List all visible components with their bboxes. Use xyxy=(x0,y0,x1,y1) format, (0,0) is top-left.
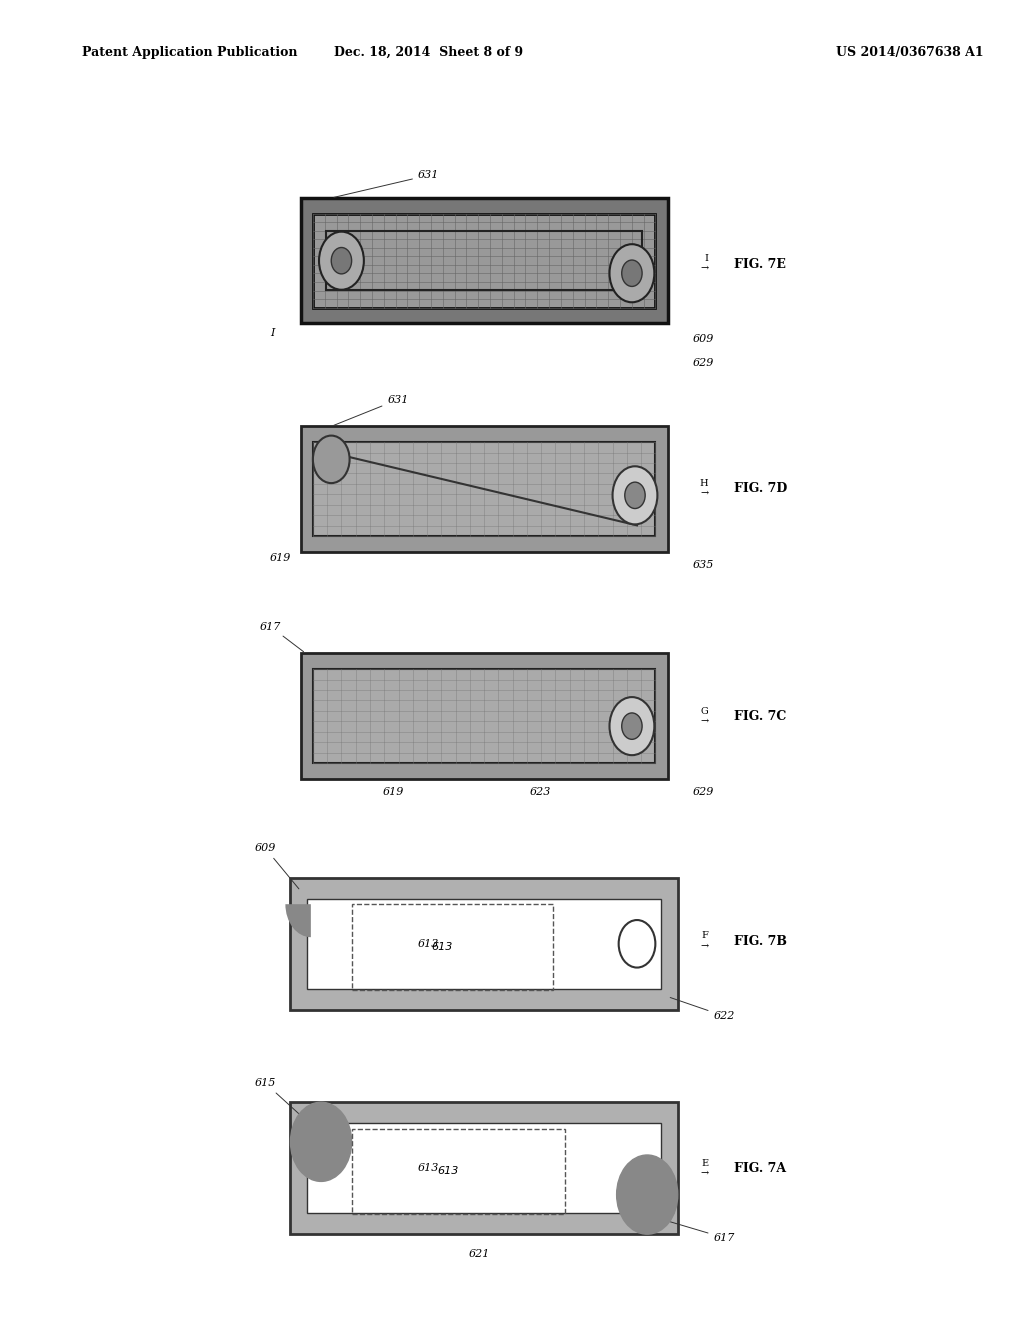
Circle shape xyxy=(612,466,657,524)
Text: E
→: E → xyxy=(700,1159,709,1177)
Circle shape xyxy=(331,248,351,275)
Text: US 2014/0367638 A1: US 2014/0367638 A1 xyxy=(836,46,983,59)
Text: FIG. 7B: FIG. 7B xyxy=(734,935,786,948)
Bar xyxy=(301,426,668,552)
Text: F
→: F → xyxy=(700,932,709,950)
Text: 631: 631 xyxy=(334,170,439,198)
Text: 609: 609 xyxy=(255,843,299,888)
Text: I
→: I → xyxy=(700,255,709,273)
Text: 635: 635 xyxy=(693,560,715,570)
Bar xyxy=(301,653,668,779)
Text: 613: 613 xyxy=(418,1163,439,1173)
Text: G
→: G → xyxy=(700,708,709,726)
Bar xyxy=(291,878,678,1010)
Text: 631: 631 xyxy=(334,395,409,425)
Text: 613: 613 xyxy=(418,939,439,949)
Bar xyxy=(351,1129,564,1214)
Text: 629: 629 xyxy=(693,787,715,797)
Text: FIG. 7C: FIG. 7C xyxy=(734,710,786,723)
Text: 621: 621 xyxy=(469,1249,490,1259)
FancyBboxPatch shape xyxy=(291,1102,678,1234)
Text: I: I xyxy=(270,327,274,338)
Text: 623: 623 xyxy=(530,787,551,797)
Text: FIG. 7A: FIG. 7A xyxy=(734,1162,786,1175)
Wedge shape xyxy=(286,904,311,937)
Text: H
→: H → xyxy=(699,479,709,498)
Text: 613: 613 xyxy=(437,1167,458,1176)
Bar xyxy=(327,231,642,290)
Bar xyxy=(313,214,655,308)
Circle shape xyxy=(313,436,349,483)
Bar xyxy=(307,1123,662,1213)
Bar xyxy=(351,904,553,990)
Bar xyxy=(301,198,668,323)
Text: 617: 617 xyxy=(260,622,303,652)
Text: 613: 613 xyxy=(431,942,453,952)
Circle shape xyxy=(622,713,642,739)
Bar xyxy=(313,442,655,536)
Circle shape xyxy=(616,1155,678,1234)
Text: Dec. 18, 2014  Sheet 8 of 9: Dec. 18, 2014 Sheet 8 of 9 xyxy=(334,46,522,59)
Circle shape xyxy=(609,244,654,302)
Circle shape xyxy=(622,260,642,286)
Circle shape xyxy=(319,232,364,290)
Text: 629: 629 xyxy=(693,358,715,368)
Text: 615: 615 xyxy=(255,1078,299,1114)
Text: 619: 619 xyxy=(382,787,403,797)
Text: 619: 619 xyxy=(270,553,292,564)
Circle shape xyxy=(618,920,655,968)
Text: 622: 622 xyxy=(671,998,735,1022)
Text: 617: 617 xyxy=(671,1222,735,1243)
Text: FIG. 7E: FIG. 7E xyxy=(734,257,785,271)
Text: 609: 609 xyxy=(693,334,715,345)
Bar xyxy=(307,899,662,989)
Text: FIG. 7D: FIG. 7D xyxy=(734,482,787,495)
Text: Patent Application Publication: Patent Application Publication xyxy=(82,46,297,59)
Circle shape xyxy=(625,482,645,508)
Circle shape xyxy=(609,697,654,755)
Bar xyxy=(313,669,655,763)
Circle shape xyxy=(291,1102,351,1181)
